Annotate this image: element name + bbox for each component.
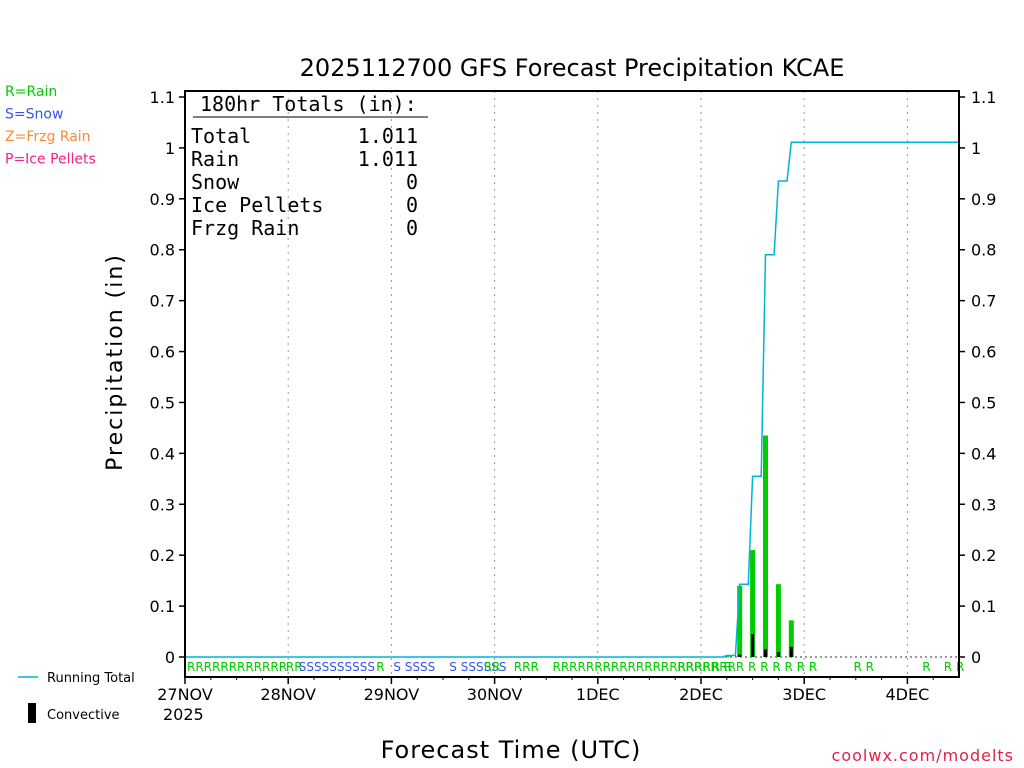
chart-title: 2025112700 GFS Forecast Precipitation KC…	[300, 54, 845, 82]
ptype-marker: RRRRRRRRRRRRRRRRRRRRRR	[553, 660, 736, 674]
precip-bar	[750, 550, 756, 657]
ptype-marker: S SSSS	[393, 660, 435, 674]
ptype-marker: RRRRR	[677, 660, 719, 674]
ptype-marker: RR	[484, 660, 501, 674]
ptype-legend-item: P=Ice Pellets	[5, 152, 96, 168]
convective-bar	[789, 646, 793, 657]
ptype-marker: R	[922, 660, 930, 674]
line-layer	[185, 141, 959, 658]
totals-row-label: Rain	[191, 147, 239, 171]
y-tick-label-left: 0.5	[150, 393, 175, 412]
ptype-legend: R=Rain S=Snow Z=Frzg Rain P=Ice Pellets	[5, 84, 96, 168]
y-tick-label-right: 0.5	[971, 393, 996, 412]
totals-row-value: 0	[406, 216, 418, 240]
plot-frame	[184, 90, 960, 678]
year-label: 2025	[163, 705, 204, 724]
totals-rows: Total 1.011 Rain 1.011 Snow 0 Ice Pellets 0 Frzg…	[191, 124, 418, 240]
y-tick-label-right: 0.8	[971, 241, 996, 260]
totals-row-value: 0	[406, 193, 418, 217]
ptype-marker: RR	[286, 660, 303, 674]
totals-row-value: 1.011	[358, 147, 418, 171]
y-tick-label-right: 1	[971, 139, 981, 158]
x-tick-label: 2DEC	[679, 685, 723, 704]
y-tick-label-left: 1.1	[150, 88, 175, 107]
convective-bar	[776, 651, 780, 657]
y-tick-label-left: 0.7	[150, 292, 175, 311]
y-tick-label-left: 0.1	[150, 597, 175, 616]
ptype-marker: RRR	[514, 660, 539, 674]
y-tick-label-right: 0.2	[971, 546, 996, 565]
totals-row-value: 0	[406, 170, 418, 194]
ptype-marker: SSSSSSSSSS	[299, 660, 375, 674]
running-total-line	[185, 141, 959, 658]
ptype-legend-item: Z=Frzg Rain	[5, 129, 91, 145]
x-tick-label: 4DEC	[886, 685, 930, 704]
y-tick-label-right: 0.1	[971, 597, 996, 616]
ptype-marker: R R	[854, 660, 875, 674]
y-ticks: 0 00.1 0.10.2 0.20.3 0.30.4 0.40.5 0.50.6 0.60.…	[150, 88, 997, 667]
ptype-marker: R	[376, 660, 384, 674]
y-tick-label-left: 0.6	[150, 343, 175, 362]
x-tick-label: 30NOV	[467, 685, 523, 704]
precip-bar	[775, 584, 781, 657]
y-tick-label-left: 0.4	[150, 444, 175, 463]
y-tick-label-right: 0.9	[971, 190, 996, 209]
y-tick-label-right: 0.7	[971, 292, 996, 311]
convective-bar	[751, 634, 755, 657]
x-axis-label: Forecast Time (UTC)	[381, 736, 642, 764]
line-legend: Running Total Convective	[18, 671, 135, 723]
y-tick-label-right: 0.4	[971, 444, 996, 463]
totals-row-value: 1.011	[358, 124, 418, 148]
running-total-legend-label: Running Total	[47, 671, 135, 686]
y-tick-label-left: 0.8	[150, 241, 175, 260]
totals-box: 180hr Totals (in): Total 1.011 Rain 1.011 Sn…	[191, 92, 428, 240]
convective-legend-swatch	[28, 703, 36, 723]
convective-legend-label: Convective	[47, 708, 120, 723]
ptype-marker: R R	[944, 660, 965, 674]
ptype-marker: S SSSSSS	[449, 660, 506, 674]
y-tick-label-right: 0	[971, 648, 981, 667]
totals-row-label: Ice Pellets	[191, 193, 323, 217]
y-tick-label-right: 0.3	[971, 495, 996, 514]
precip-bar	[737, 585, 743, 657]
x-tick-label: 27NOV	[157, 685, 213, 704]
x-tick-label: 1DEC	[576, 685, 620, 704]
x-ticks: 27NOV 28NOV 29NOV 30NOV 1DEC 2DEC 3DEC 4DEC	[157, 677, 934, 704]
y-tick-label-left: 0.9	[150, 190, 175, 209]
ptype-legend-item: R=Rain	[5, 84, 57, 100]
y-tick-label-left: 0.3	[150, 495, 175, 514]
totals-heading: 180hr Totals (in):	[200, 92, 417, 116]
totals-row-label: Frzg Rain	[191, 216, 299, 240]
grid-layer	[185, 91, 959, 677]
y-tick-label-left: 0.2	[150, 546, 175, 565]
precip-bar	[763, 435, 768, 657]
y-tick-label-right: 0.6	[971, 343, 996, 362]
bars-layer	[724, 435, 794, 657]
x-tick-label: 29NOV	[364, 685, 420, 704]
y-tick-label-left: 1	[165, 139, 175, 158]
ptype-marker: R R R R R R R R R	[712, 660, 818, 674]
totals-row-label: Total	[191, 124, 251, 148]
y-axis-label: Precipitation (in)	[103, 253, 128, 471]
y-tick-label-right: 1.1	[971, 88, 996, 107]
y-tick-label-left: 0	[165, 648, 175, 667]
convective-bar	[738, 654, 742, 657]
ptype-legend-item: S=Snow	[5, 107, 63, 123]
x-tick-label: 28NOV	[260, 685, 316, 704]
totals-row-label: Snow	[191, 170, 240, 194]
convective-bar	[764, 649, 767, 657]
precip-bar	[788, 620, 794, 657]
watermark: coolwx.com/modelts	[832, 746, 1014, 765]
x-tick-label: 3DEC	[782, 685, 826, 704]
ptype-marker: RRRRRRRRRRRR	[187, 660, 287, 674]
